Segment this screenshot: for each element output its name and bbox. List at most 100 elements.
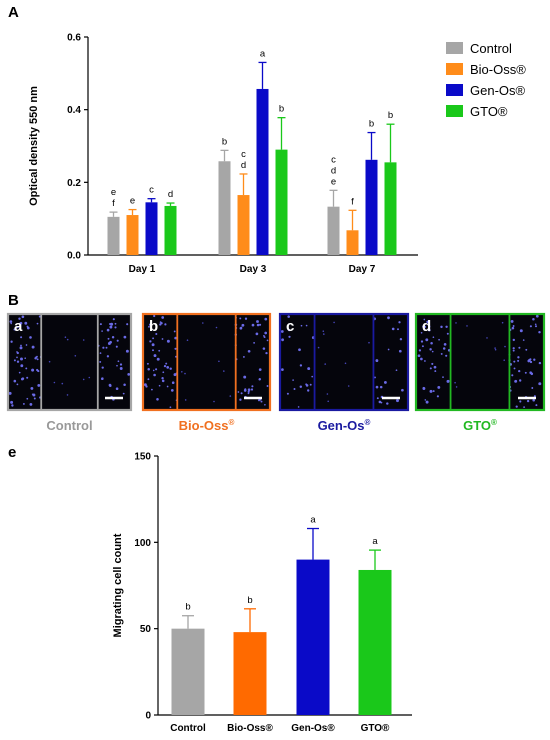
- x-category-label: GTO®: [361, 723, 390, 734]
- cell-dot: [424, 399, 427, 401]
- migrating-cell-chart: 0 50 100 150 Migrating cell count b Control b Bi…: [112, 452, 412, 734]
- cell-dot: [538, 330, 541, 334]
- cell-dot: [280, 330, 284, 333]
- cell-dot: [513, 367, 516, 370]
- cell-dot: [107, 342, 111, 345]
- cell-dot: [16, 360, 20, 363]
- x-category-label: Bio-Oss®: [227, 723, 273, 734]
- cell-dot: [522, 339, 525, 341]
- cell-dot: [429, 389, 433, 393]
- cell-dot: [432, 336, 435, 339]
- cell-dot: [53, 381, 56, 384]
- cell-dot: [21, 315, 25, 319]
- cell-dot: [300, 324, 303, 327]
- cell-dot: [512, 338, 515, 342]
- y-tick-label: 0: [145, 711, 151, 722]
- cell-dot: [418, 349, 422, 352]
- cell-dot: [399, 337, 403, 341]
- cell-dot: [455, 322, 457, 324]
- y-axis-title: Migrating cell count: [112, 533, 124, 637]
- cell-dot: [429, 367, 432, 370]
- cell-dot: [115, 345, 118, 348]
- cell-dot: [112, 318, 115, 321]
- cell-dot: [266, 339, 269, 342]
- cell-dot: [511, 326, 515, 330]
- cell-dot: [11, 404, 14, 407]
- cell-dot: [288, 335, 291, 338]
- cell-dot: [375, 385, 379, 389]
- cell-dot: [264, 331, 268, 335]
- cell-dot: [13, 359, 16, 362]
- cell-dot: [25, 367, 28, 370]
- cell-dot: [186, 339, 189, 342]
- significance-letter: a: [372, 536, 378, 547]
- significance-letter: b: [388, 110, 393, 121]
- cell-dot: [533, 358, 536, 361]
- cell-dot: [27, 326, 30, 330]
- cell-dot: [174, 336, 177, 340]
- cell-dot: [442, 347, 446, 350]
- cell-dot: [425, 400, 429, 404]
- cell-dot: [455, 386, 458, 388]
- cell-dot: [530, 372, 534, 376]
- x-category-label: Day 1: [129, 264, 156, 275]
- cell-dot: [20, 336, 23, 339]
- bar: [384, 162, 397, 255]
- x-category-label: Control: [170, 723, 206, 734]
- significance-letter: f: [351, 196, 354, 207]
- cell-dot: [31, 345, 35, 349]
- cell-dot: [156, 357, 160, 361]
- cell-dot: [101, 330, 103, 332]
- cell-dot: [166, 366, 170, 369]
- cell-dot: [519, 329, 523, 333]
- cell-dot: [229, 395, 232, 397]
- cell-dot: [169, 406, 172, 409]
- cell-dot: [433, 365, 437, 369]
- cell-dot: [36, 355, 38, 358]
- cell-dot: [166, 339, 170, 343]
- bar: [164, 205, 177, 255]
- legend-label: Control: [470, 41, 512, 56]
- cell-dot: [387, 348, 390, 351]
- cell-dot: [215, 326, 218, 329]
- cell-dot: [243, 389, 247, 392]
- cell-dot: [148, 325, 150, 328]
- cell-dot: [156, 398, 159, 401]
- cell-dot: [170, 389, 174, 392]
- cell-dot: [523, 406, 526, 409]
- cell-dot: [292, 379, 294, 381]
- cell-dot: [108, 323, 111, 325]
- cell-dot: [518, 369, 521, 373]
- cell-dot: [158, 384, 161, 387]
- cell-dot: [153, 373, 156, 377]
- cell-dot: [159, 321, 162, 323]
- cell-dot: [486, 337, 488, 339]
- cell-dot: [153, 314, 156, 318]
- cell-dot: [147, 378, 150, 381]
- y-tick-label: 0.0: [67, 251, 81, 262]
- cell-dot: [148, 323, 152, 326]
- micrograph-image: [143, 314, 270, 410]
- cell-dot: [143, 383, 147, 387]
- cell-dot: [391, 327, 395, 331]
- cell-dot: [386, 402, 389, 405]
- cell-dot: [423, 328, 426, 331]
- cell-dot: [395, 369, 398, 372]
- significance-letter: c: [331, 154, 336, 165]
- cell-dot: [311, 375, 314, 378]
- cell-dot: [37, 370, 40, 373]
- micrograph-image: [8, 314, 131, 410]
- cell-dot: [119, 363, 123, 366]
- cell-dot: [266, 385, 269, 387]
- cell-dot: [534, 323, 537, 326]
- cell-dot: [421, 345, 424, 348]
- cell-dot: [251, 385, 254, 388]
- cell-dot: [174, 347, 177, 350]
- cell-dot: [515, 405, 518, 408]
- cell-dot: [504, 345, 506, 348]
- cell-dot: [397, 328, 399, 331]
- cell-dot: [309, 383, 312, 386]
- cell-dot: [99, 323, 102, 326]
- cell-dot: [434, 370, 437, 373]
- cell-dot: [519, 379, 522, 382]
